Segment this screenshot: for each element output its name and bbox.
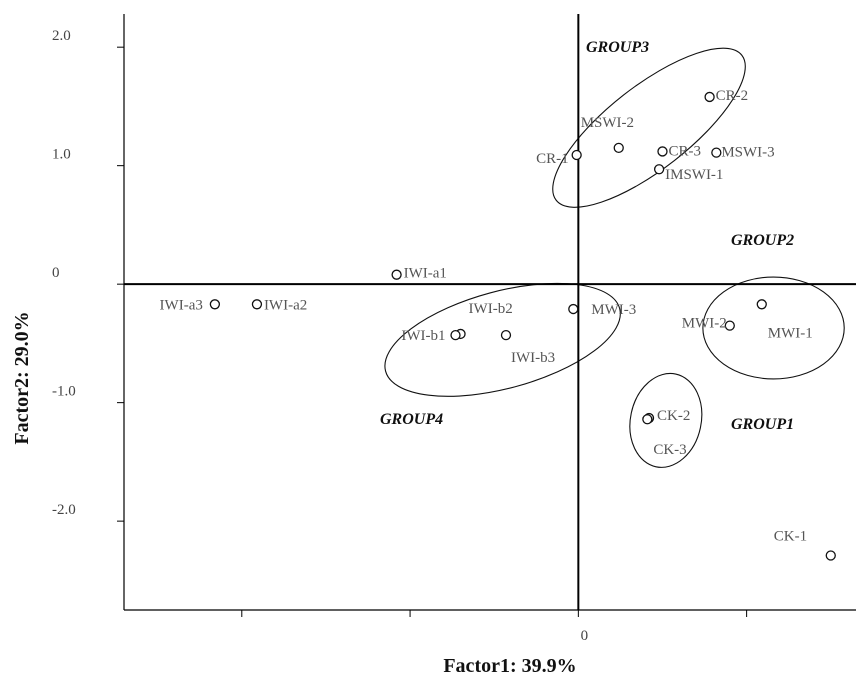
data-point <box>613 142 624 154</box>
point-labels: CR-2 MSWI-2 CR-1 CR-3 MSWI-3 IMSWI-1 IWI-a1 IWI… <box>160 88 813 545</box>
group-label-group2: GROUP2 <box>731 232 794 249</box>
point-label: IWI-b2 <box>469 301 513 317</box>
data-point <box>391 269 402 280</box>
point-label: CK-3 <box>653 442 686 458</box>
y-tick-label: -2.0 <box>52 502 76 518</box>
point-label: IMSWI-1 <box>665 167 723 183</box>
ellipse-group2 <box>702 276 845 380</box>
group-label-group4: GROUP4 <box>380 411 443 428</box>
data-point <box>653 164 665 175</box>
point-label: MWI-1 <box>768 325 813 341</box>
point-label: MWI-2 <box>682 316 727 332</box>
data-point <box>450 329 461 341</box>
y-tick-label: 2.0 <box>52 28 71 44</box>
point-label: CK-1 <box>774 528 807 544</box>
data-point <box>251 299 263 310</box>
group-label-group3: GROUP3 <box>586 39 649 56</box>
y-tick-label: -1.0 <box>52 384 76 400</box>
data-point <box>704 91 715 103</box>
data-points <box>209 91 836 561</box>
ellipse-group1 <box>629 372 703 468</box>
point-label: IWI-b3 <box>511 350 555 366</box>
y-tick-label: 1.0 <box>52 147 71 163</box>
data-point <box>568 303 579 315</box>
axis-ticks: 2.0 1.0 0 -1.0 -2.0 0 <box>52 28 748 644</box>
data-point <box>642 414 653 425</box>
ellipse-group4 <box>384 282 621 397</box>
data-point <box>500 329 512 341</box>
point-label: CK-2 <box>657 408 690 424</box>
point-label: MWI-3 <box>591 302 636 318</box>
data-point <box>756 299 767 310</box>
point-label: IWI-a3 <box>160 297 203 313</box>
data-point <box>657 146 668 157</box>
data-point <box>724 320 735 331</box>
ellipse-group3 <box>552 47 746 208</box>
data-point <box>711 147 722 158</box>
plot-frame <box>123 14 856 611</box>
x-axis-title: Factor1: 39.9% <box>443 655 576 677</box>
y-axis-title: Factor2: 29.0% <box>11 311 33 444</box>
group-ellipses <box>384 47 845 468</box>
data-point <box>209 299 221 310</box>
y-tick-label: 0 <box>52 265 60 281</box>
data-point <box>825 550 836 561</box>
point-label: IWI-b1 <box>401 328 445 344</box>
group-label-group1: GROUP1 <box>731 416 794 433</box>
data-point <box>571 149 582 161</box>
group-labels: GROUP3 GROUP2 GROUP4 GROUP1 <box>380 39 794 433</box>
x-tick-label: 0 <box>581 628 589 644</box>
point-label: IWI-a2 <box>264 297 307 313</box>
point-label: CR-2 <box>716 88 749 104</box>
point-label: MSWI-3 <box>721 145 774 161</box>
point-label: CR-1 <box>536 151 569 167</box>
origin-axes <box>124 14 856 610</box>
point-label: CR-3 <box>668 143 701 159</box>
point-label: MSWI-2 <box>581 115 634 131</box>
point-label: IWI-a1 <box>404 266 447 282</box>
